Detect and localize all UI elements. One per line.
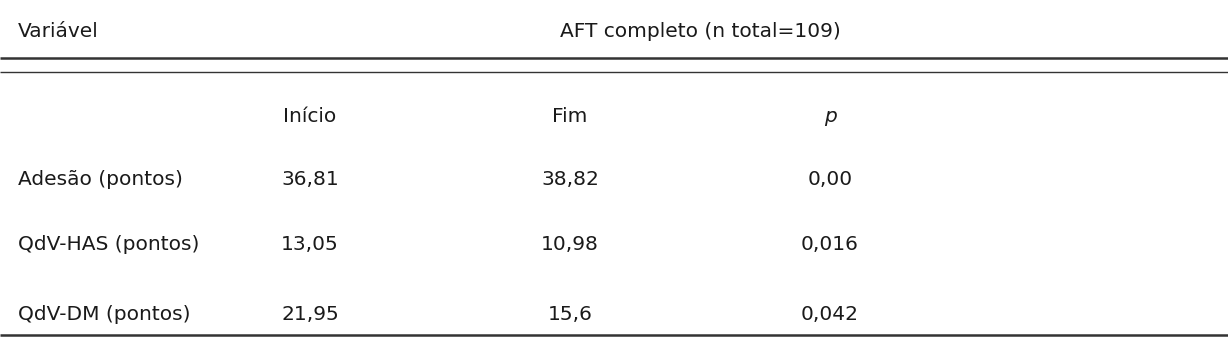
Text: p: p: [824, 107, 836, 126]
Text: 13,05: 13,05: [281, 235, 339, 254]
Text: AFT completo (n total=109): AFT completo (n total=109): [560, 22, 840, 41]
Text: 38,82: 38,82: [542, 170, 599, 189]
Text: Adesão (pontos): Adesão (pontos): [18, 170, 183, 189]
Text: Início: Início: [284, 107, 336, 126]
Text: 0,00: 0,00: [808, 170, 852, 189]
Text: Fim: Fim: [553, 107, 588, 126]
Text: 0,042: 0,042: [801, 305, 860, 324]
Text: 21,95: 21,95: [281, 305, 339, 324]
Text: QdV-HAS (pontos): QdV-HAS (pontos): [18, 235, 199, 254]
Text: Variável: Variável: [18, 22, 98, 41]
Text: 15,6: 15,6: [548, 305, 592, 324]
Text: 36,81: 36,81: [281, 170, 339, 189]
Text: 0,016: 0,016: [801, 235, 858, 254]
Text: QdV-DM (pontos): QdV-DM (pontos): [18, 305, 190, 324]
Text: 10,98: 10,98: [542, 235, 599, 254]
